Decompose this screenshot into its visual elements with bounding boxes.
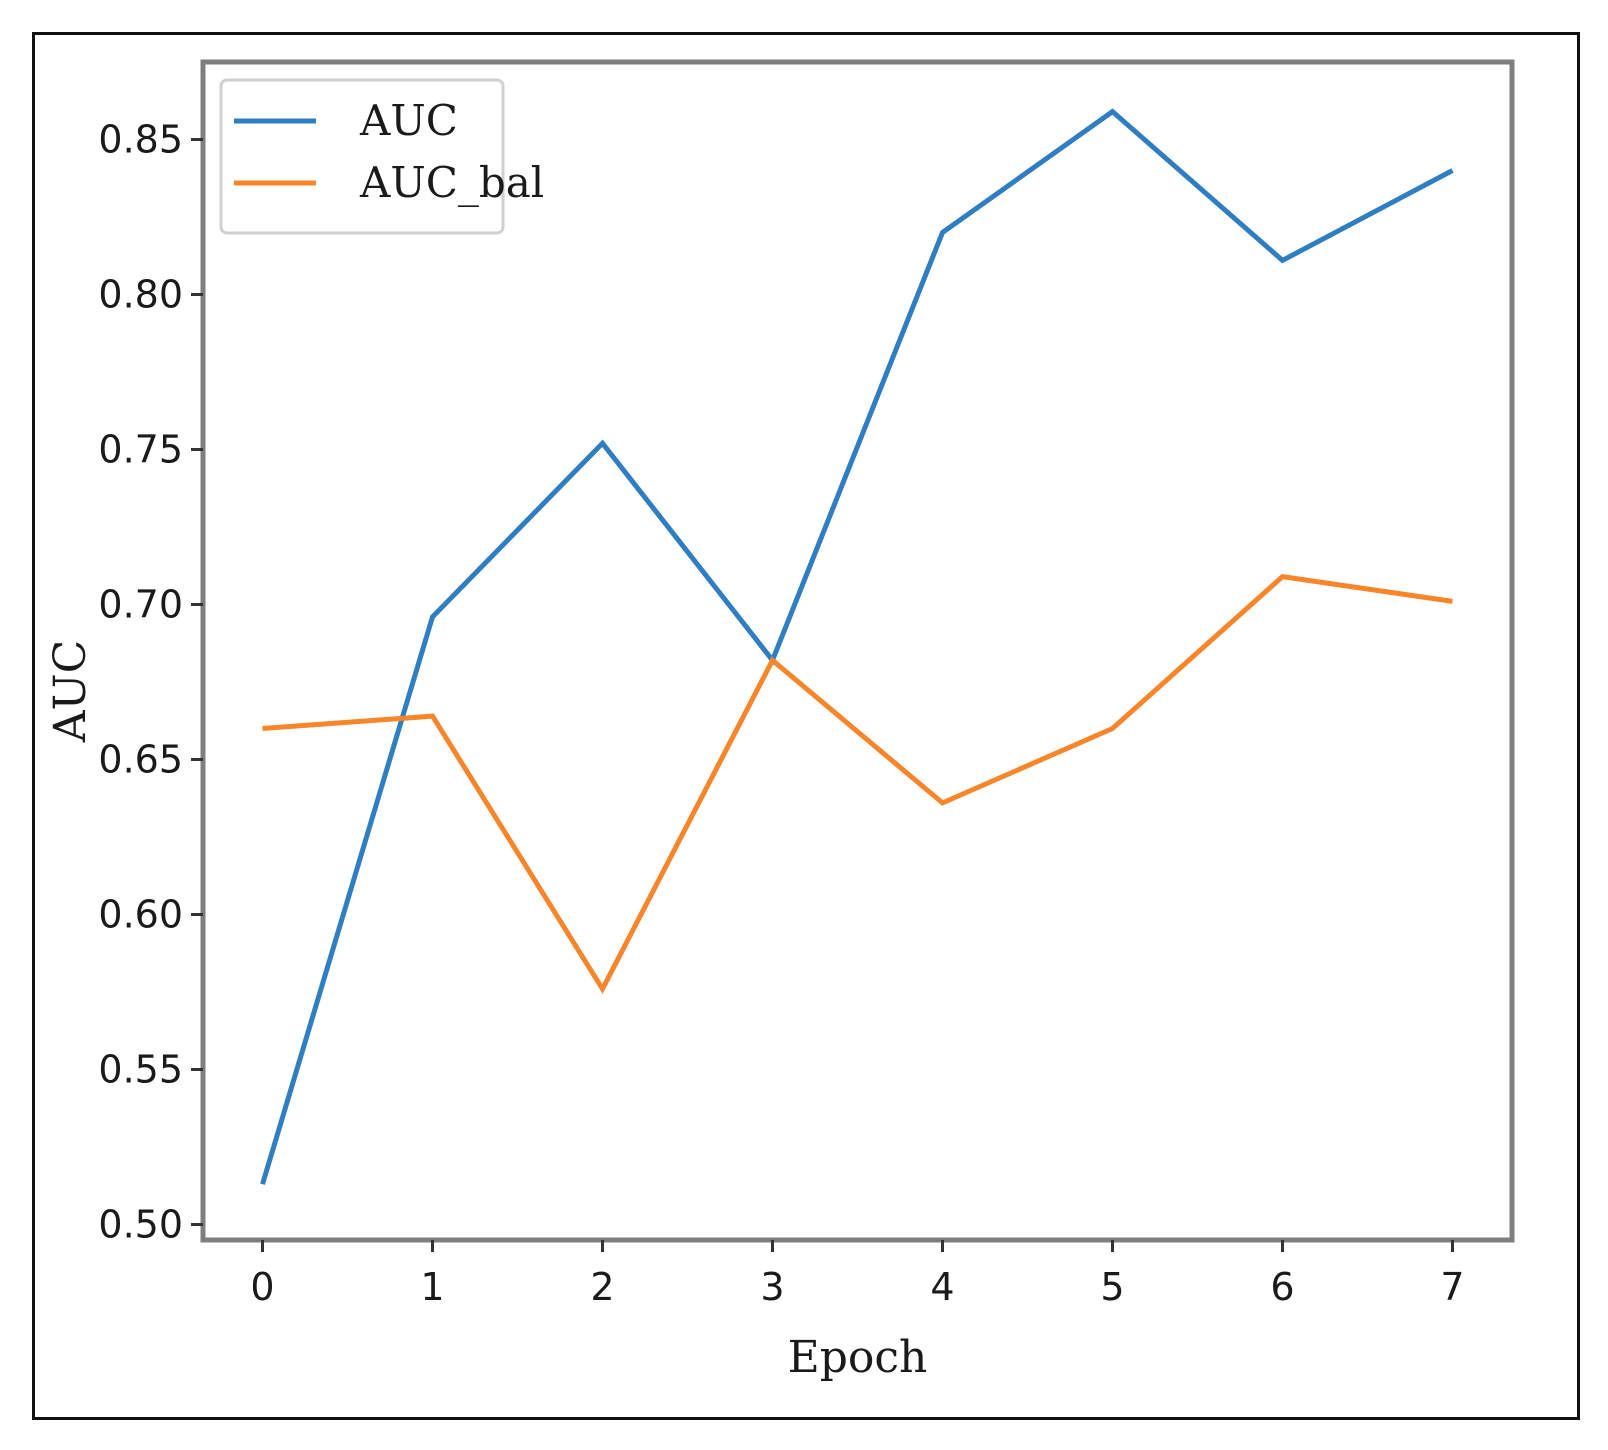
series-lines <box>260 108 1454 1185</box>
legend-label: AUC <box>359 96 458 145</box>
legend-box <box>219 78 505 235</box>
legend: AUC AUC_bal <box>219 78 544 235</box>
y-tick-label: 0.65 <box>98 738 183 782</box>
x-axis-ticks: 0 1 2 3 4 5 6 7 <box>250 1240 1465 1309</box>
legend-label: AUC_bal <box>359 158 544 207</box>
y-tick-label: 0.70 <box>98 583 183 627</box>
x-tick-label: 2 <box>590 1265 614 1309</box>
axes <box>200 59 1515 1243</box>
x-tick-label: 1 <box>420 1265 444 1309</box>
y-tick-label: 0.75 <box>98 428 183 472</box>
y-axis-label: AUC <box>45 640 96 744</box>
x-tick-label: 6 <box>1270 1265 1294 1309</box>
y-axis-ticks: 0.50 0.55 0.60 0.65 0.70 0.75 0.80 0.85 <box>98 118 203 1247</box>
y-tick-label: 0.60 <box>98 893 183 937</box>
series-line-auc-bal <box>262 573 1453 994</box>
x-tick-label: 5 <box>1100 1265 1124 1309</box>
x-tick-label: 4 <box>930 1265 954 1309</box>
y-tick-label: 0.50 <box>98 1203 183 1247</box>
x-tick-label: 0 <box>250 1265 274 1309</box>
plot-area-border <box>200 59 1515 1243</box>
y-tick-label: 0.80 <box>98 273 183 317</box>
series-line-auc <box>260 108 1454 1185</box>
y-tick-label: 0.55 <box>98 1048 183 1092</box>
x-axis-label: Epoch <box>788 1332 928 1383</box>
x-tick-label: 7 <box>1440 1265 1464 1309</box>
x-tick-label: 3 <box>760 1265 784 1309</box>
y-tick-label: 0.85 <box>98 118 183 162</box>
